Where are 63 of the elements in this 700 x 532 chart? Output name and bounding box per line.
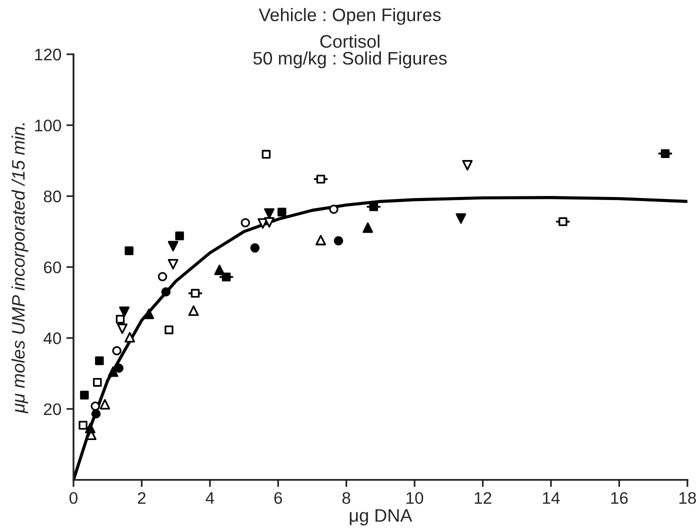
point: [119, 306, 130, 317]
x-tick-label: 14: [542, 492, 560, 504]
point: [214, 264, 225, 276]
point: [456, 213, 466, 224]
point: [362, 222, 374, 233]
y-tick-label: 120: [35, 48, 62, 60]
point: [558, 217, 568, 226]
point: [84, 422, 96, 434]
y-tick-label: 40: [44, 332, 62, 344]
point: [329, 204, 338, 214]
point: [124, 246, 134, 256]
point: [91, 409, 101, 419]
point: [334, 236, 344, 246]
y-tick-label: 20: [44, 403, 62, 416]
point: [164, 325, 174, 334]
point: [168, 240, 178, 252]
x-tick-label: 8: [342, 492, 350, 504]
point: [100, 399, 110, 410]
point: [262, 150, 271, 159]
point: [80, 390, 89, 400]
point: [222, 272, 231, 282]
annotation: Cortisol 50 mg/kg : Solid Figures: [253, 34, 447, 68]
point: [660, 149, 670, 158]
point: [462, 160, 473, 170]
y-tick-label: 100: [35, 120, 62, 132]
point: [117, 324, 128, 334]
point: [278, 208, 286, 216]
point: [264, 208, 274, 219]
y-tick-label: 60: [44, 261, 62, 274]
point: [190, 288, 200, 298]
y-axis-title: μμ moles UMP incorporated /15 min.: [12, 123, 28, 414]
point: [240, 218, 250, 228]
point: [369, 202, 378, 212]
x-tick-label: 4: [206, 492, 214, 504]
point: [158, 272, 168, 282]
x-tick-label: 10: [406, 492, 424, 504]
point: [264, 217, 274, 228]
point: [90, 401, 100, 411]
point: [188, 305, 199, 316]
x-tick-label: 18: [679, 492, 696, 504]
point: [144, 308, 154, 320]
x-tick-label: 12: [474, 492, 492, 504]
point: [316, 234, 326, 246]
x-tick-label: 6: [274, 492, 282, 504]
point: [124, 332, 135, 343]
point: [114, 364, 124, 373]
point: [78, 420, 88, 430]
point: [316, 174, 326, 184]
point: [168, 259, 178, 270]
point: [116, 314, 125, 324]
point: [108, 366, 118, 377]
x-axis-title: μg DNA: [350, 509, 412, 526]
x-tick-label: 16: [611, 492, 628, 504]
x-tick-label: 2: [138, 492, 146, 504]
point: [175, 231, 184, 240]
point: [161, 287, 171, 297]
point: [112, 346, 122, 356]
text: Vehicle : Open Figures: [258, 8, 441, 25]
y-tick-label: 80: [44, 190, 62, 202]
point: [250, 243, 260, 253]
point: [93, 378, 102, 387]
x-tick-label: 0: [70, 492, 78, 504]
point: [95, 356, 104, 366]
